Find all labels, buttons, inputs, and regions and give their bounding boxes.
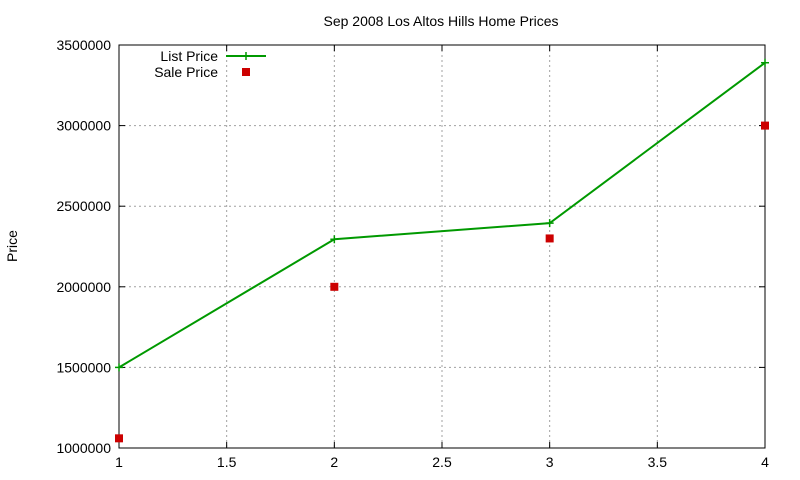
tick-labels: 1000000 1500000 2000000 2500000 3000000 35000… bbox=[56, 37, 769, 470]
chart-title: Sep 2008 Los Altos Hills Home Prices bbox=[324, 13, 559, 29]
grid bbox=[119, 45, 765, 448]
x-tick-label: 2 bbox=[330, 454, 338, 470]
y-tick-label: 2500000 bbox=[56, 198, 111, 214]
y-tick-label: 1000000 bbox=[56, 440, 111, 456]
list-price-line bbox=[118, 61, 766, 369]
y-axis-label: Price bbox=[4, 230, 20, 262]
legend-label-sale-price: Sale Price bbox=[154, 64, 218, 80]
sale-price-point bbox=[115, 434, 123, 443]
sale-price-point bbox=[545, 234, 554, 243]
list-price-point bbox=[115, 363, 123, 372]
x-tick-label: 2.5 bbox=[432, 454, 452, 470]
y-tick-label: 3000000 bbox=[56, 118, 111, 134]
legend-label-list-price: List Price bbox=[160, 48, 218, 64]
list-price-point bbox=[761, 58, 769, 67]
legend-marker-sale-price bbox=[242, 68, 250, 76]
y-tick-label: 3500000 bbox=[56, 37, 111, 53]
x-tick-label: 3 bbox=[546, 454, 554, 470]
x-tick-label: 1.5 bbox=[217, 454, 237, 470]
list-price-point bbox=[545, 219, 554, 228]
y-tick-label: 1500000 bbox=[56, 359, 111, 375]
sale-price-point bbox=[761, 121, 769, 130]
x-tick-label: 1 bbox=[115, 454, 123, 470]
x-tick-label: 4 bbox=[761, 454, 769, 470]
series-list-price bbox=[115, 58, 769, 372]
list-price-point bbox=[330, 235, 339, 244]
series bbox=[115, 58, 769, 443]
y-tick-label: 2000000 bbox=[56, 279, 111, 295]
series-sale-price bbox=[115, 121, 769, 443]
legend-marker-list-price bbox=[242, 52, 250, 60]
x-tick-label: 3.5 bbox=[648, 454, 668, 470]
sale-price-point bbox=[330, 282, 339, 291]
